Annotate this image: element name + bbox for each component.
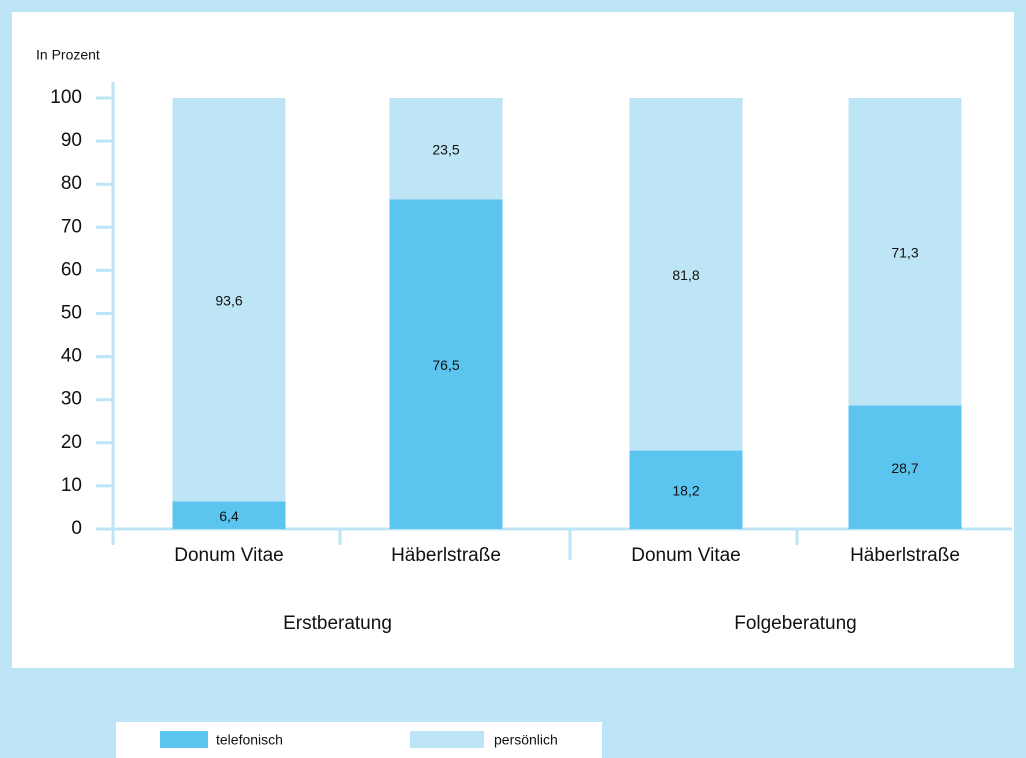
y-tick-label: 20 — [61, 432, 82, 453]
group-label: Folgeberatung — [734, 613, 857, 634]
data-label: 28,7 — [891, 460, 918, 476]
bar-segment — [629, 450, 743, 529]
data-label: 18,2 — [672, 482, 699, 498]
bar-segment — [172, 98, 286, 502]
data-label: 23,5 — [432, 141, 459, 157]
y-tick-label: 80 — [61, 173, 82, 194]
legend-swatch — [160, 731, 208, 748]
data-label: 81,8 — [672, 267, 699, 283]
bar-segment — [848, 405, 962, 529]
y-tick-label: 40 — [61, 346, 82, 367]
y-tick-label: 30 — [61, 389, 82, 410]
x-tick-label: Donum Vitae — [174, 545, 284, 566]
y-tick-label: 100 — [50, 87, 82, 108]
group-label: Erstberatung — [283, 613, 392, 634]
bar-segment — [848, 98, 962, 406]
bar-segment — [629, 98, 743, 451]
y-tick-label: 90 — [61, 130, 82, 151]
y-tick-label: 10 — [61, 475, 82, 496]
y-tick-label: 60 — [61, 259, 82, 280]
legend-label: telefonisch — [216, 732, 283, 748]
bar-segment — [389, 199, 503, 529]
bar-segment — [172, 501, 286, 529]
data-label: 6,4 — [219, 508, 239, 524]
y-tick-label: 70 — [61, 216, 82, 237]
legend-label: persönlich — [494, 732, 558, 748]
legend-swatch — [410, 731, 484, 748]
y-tick-label: 50 — [61, 303, 82, 324]
data-label: 93,6 — [215, 292, 242, 308]
x-tick-label: Donum Vitae — [631, 545, 741, 566]
x-tick-label: Häberlstraße — [850, 545, 960, 566]
y-tick-label: 0 — [71, 518, 82, 539]
x-tick-label: Häberlstraße — [391, 545, 501, 566]
bar-segment — [389, 98, 503, 200]
data-label: 76,5 — [432, 357, 459, 373]
y-axis-label: In Prozent — [36, 47, 100, 63]
data-label: 71,3 — [891, 244, 918, 260]
